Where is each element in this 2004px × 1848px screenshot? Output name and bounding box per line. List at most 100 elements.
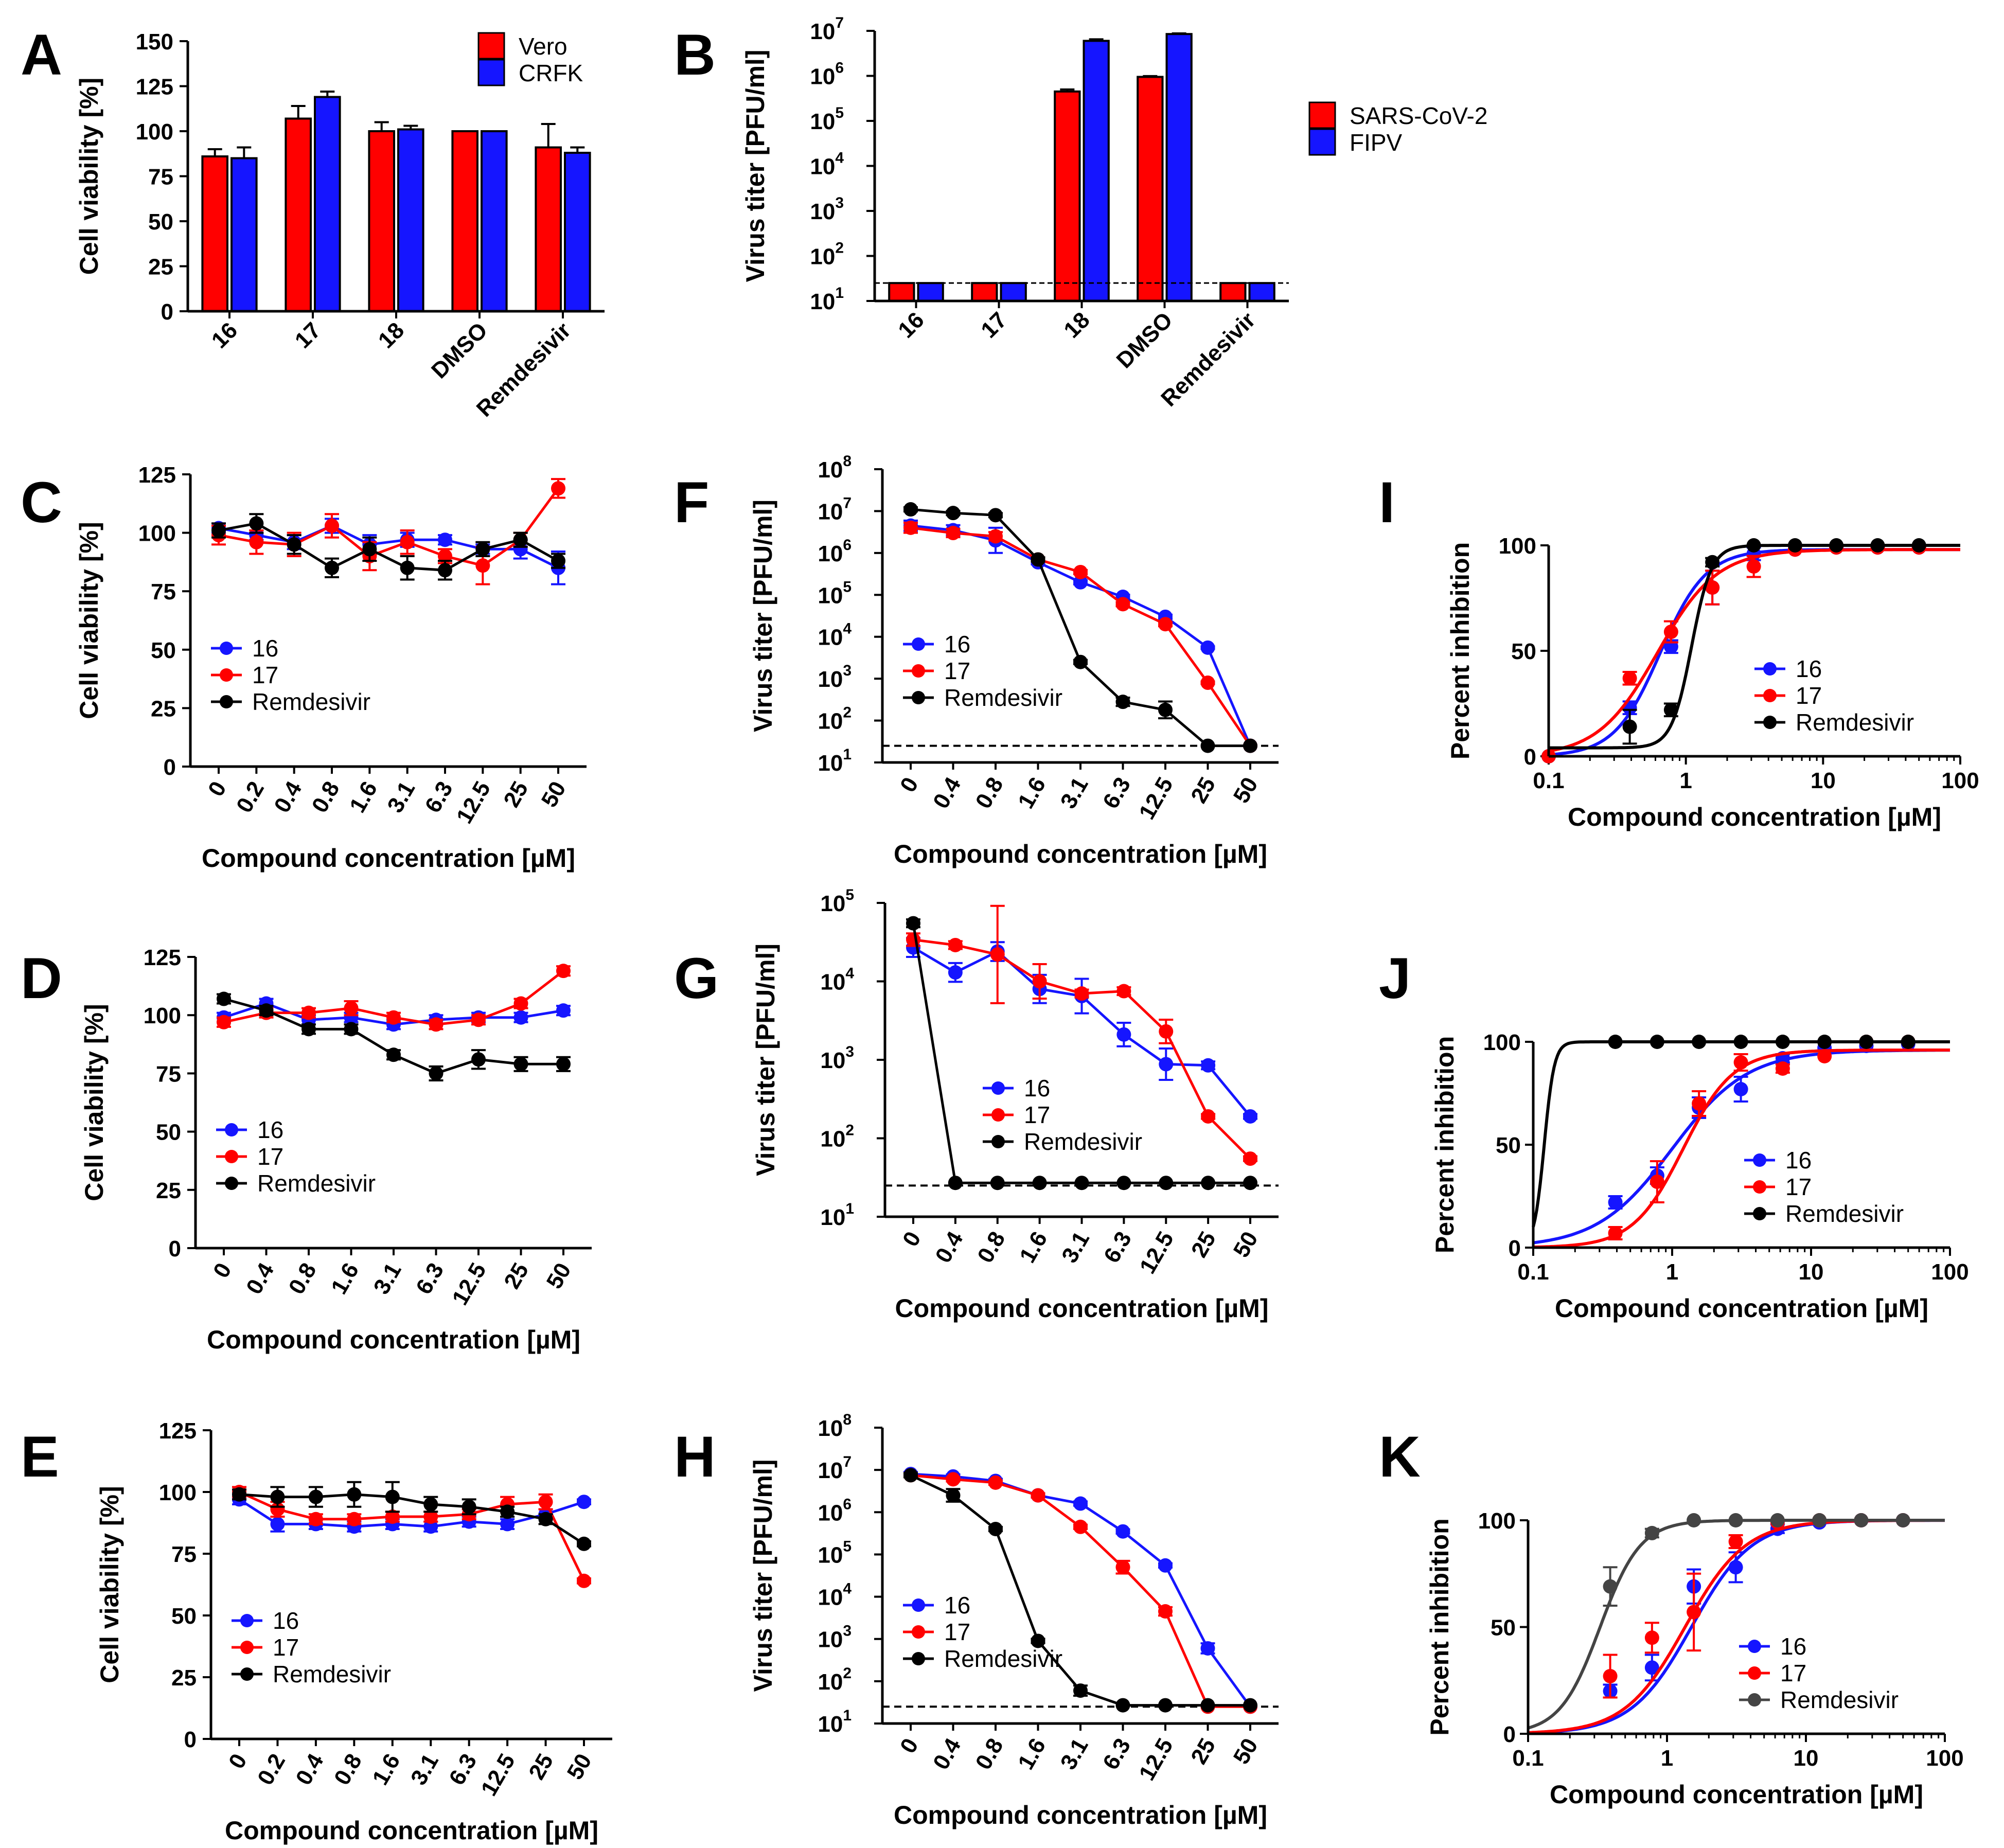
legend-label: Remdesivir bbox=[1785, 1200, 1904, 1227]
legend-label: 17 bbox=[257, 1143, 283, 1170]
data-point bbox=[386, 1047, 401, 1062]
series-line bbox=[218, 487, 560, 567]
data-point bbox=[948, 937, 963, 952]
x-tick-label: 17 bbox=[290, 317, 326, 353]
y-tick-label: 0 bbox=[184, 1727, 197, 1752]
x-tick-label: 0.4 bbox=[928, 1734, 966, 1774]
legend-label: Remdesivir bbox=[944, 684, 1062, 711]
data-point bbox=[1116, 1027, 1131, 1042]
bar-CRFK-Remdesivir bbox=[564, 152, 591, 312]
x-tick-label: 3.1 bbox=[369, 1259, 406, 1299]
y-tick-label: 0 bbox=[164, 755, 176, 780]
data-point bbox=[988, 1475, 1003, 1490]
x-tick-label: 0 bbox=[895, 1734, 924, 1758]
y-axis-title: Cell viability [%] bbox=[75, 522, 103, 719]
x-tick-label: 12.5 bbox=[1134, 1734, 1178, 1785]
data-point bbox=[217, 991, 231, 1006]
data-point bbox=[232, 1487, 246, 1502]
data-point bbox=[1770, 1513, 1785, 1527]
data-point bbox=[1073, 575, 1088, 590]
data-point bbox=[1200, 1641, 1215, 1656]
panel-G: G 101 102 103 104 105 0 0.4 0.8 1.6 3.1 6.312.5 25 50… bbox=[674, 886, 1279, 1323]
x-tick-label: 0 bbox=[203, 777, 232, 801]
legend-swatch bbox=[1308, 101, 1336, 129]
legend-marker bbox=[1753, 1180, 1766, 1194]
y-tick-label: 125 bbox=[136, 75, 173, 100]
x-axis-title: Compound concentration [µM] bbox=[894, 840, 1267, 868]
y-tick-label: 108 bbox=[818, 1411, 852, 1441]
legend-label: SARS-CoV-2 bbox=[1350, 102, 1487, 129]
data-point bbox=[513, 1010, 528, 1025]
series-16 bbox=[232, 1492, 591, 1534]
x-tick-label: 0.1 bbox=[1517, 1259, 1549, 1285]
data-point bbox=[906, 932, 920, 947]
data-point bbox=[1243, 1698, 1257, 1713]
data-point bbox=[1663, 702, 1678, 717]
x-tick-label: 100 bbox=[1926, 1746, 1963, 1771]
data-point bbox=[1073, 1519, 1088, 1534]
legend-label: 17 bbox=[944, 658, 970, 684]
data-point bbox=[1116, 984, 1131, 999]
y-tick-label: 125 bbox=[144, 945, 181, 970]
data-point bbox=[1159, 1176, 1174, 1190]
legend-label: Remdesivir bbox=[257, 1170, 376, 1197]
x-axis-title: Compound concentration [µM] bbox=[207, 1325, 580, 1354]
panel-F: F 101 102 103 104 105 106 107 108 0 0.4 0.8 1.6 3.1 6.… bbox=[674, 453, 1279, 868]
x-tick-label: 3.1 bbox=[1056, 1734, 1093, 1774]
x-tick-label: 12.5 bbox=[447, 1259, 491, 1310]
panel-letter: C bbox=[21, 470, 62, 535]
x-tick-label: 17 bbox=[976, 307, 1012, 343]
x-tick-label: 0.8 bbox=[972, 1228, 1010, 1267]
x-tick-label: 16 bbox=[207, 317, 242, 353]
data-point bbox=[1687, 1605, 1701, 1620]
x-tick-label: 0.8 bbox=[971, 773, 1008, 813]
x-tick-label: 1.6 bbox=[326, 1259, 364, 1299]
data-point bbox=[1073, 1683, 1088, 1698]
data-point bbox=[344, 1022, 359, 1037]
data-point bbox=[1031, 552, 1045, 567]
data-point bbox=[1074, 986, 1089, 1001]
data-point bbox=[438, 563, 452, 578]
data-point bbox=[1032, 974, 1047, 989]
y-tick-label: 103 bbox=[818, 662, 852, 692]
y-axis-title: Percent inhibition bbox=[1446, 542, 1475, 759]
panel-H: H 101 102 103 104 105 106 107 108 0 0.4 0.8 1.6 3.1 6.… bbox=[674, 1411, 1279, 1829]
data-point bbox=[1073, 1496, 1088, 1511]
series-Remdesivir bbox=[232, 1481, 591, 1551]
data-point bbox=[308, 1489, 323, 1504]
series-line bbox=[223, 998, 563, 1075]
data-point bbox=[1817, 1049, 1832, 1063]
y-tick-label: 0 bbox=[1503, 1722, 1516, 1747]
x-tick-label: 0 bbox=[208, 1259, 237, 1283]
error-bar bbox=[570, 146, 585, 153]
x-tick-label: 0 bbox=[898, 1228, 926, 1251]
y-tick-label: 75 bbox=[156, 1061, 181, 1087]
y-tick-label: 100 bbox=[1483, 1030, 1521, 1055]
data-point bbox=[1115, 1698, 1130, 1713]
series-Remdesivir bbox=[1549, 538, 1960, 750]
legend-marker bbox=[912, 691, 925, 704]
legend-marker bbox=[912, 1598, 925, 1612]
data-point bbox=[302, 1005, 316, 1020]
legend-marker bbox=[912, 1625, 925, 1639]
x-tick-label: 0.1 bbox=[1512, 1746, 1544, 1771]
x-tick-label: 10 bbox=[1811, 768, 1836, 793]
data-point bbox=[249, 516, 264, 531]
data-point bbox=[1031, 1488, 1045, 1503]
data-point bbox=[1854, 1513, 1869, 1527]
x-tick-label: 25 bbox=[1186, 1734, 1220, 1769]
data-point bbox=[471, 1012, 486, 1027]
x-tick-label: 25 bbox=[1186, 1228, 1221, 1262]
bar-CRFK-17 bbox=[314, 96, 341, 312]
data-point bbox=[1787, 538, 1802, 553]
data-point bbox=[1644, 1630, 1659, 1645]
data-point bbox=[513, 532, 528, 547]
x-tick-label: 12.5 bbox=[1134, 773, 1178, 824]
data-point bbox=[1911, 538, 1926, 553]
y-tick-label: 100 bbox=[144, 1003, 181, 1028]
series-line bbox=[218, 522, 559, 572]
legend-marker bbox=[1748, 1693, 1761, 1707]
y-tick-label: 102 bbox=[818, 1665, 852, 1695]
